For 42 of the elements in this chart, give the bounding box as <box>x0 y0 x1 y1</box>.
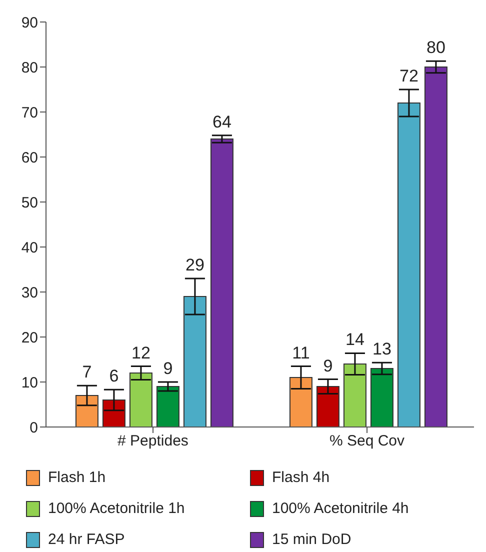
data-label: 12 <box>132 343 150 362</box>
data-label: 11 <box>292 343 310 362</box>
data-label: 29 <box>186 256 204 274</box>
legend-label: 24 hr FASP <box>48 531 125 548</box>
data-label: 9 <box>323 356 333 376</box>
y-tick-label: 80 <box>21 59 38 76</box>
y-tick-label: 70 <box>21 104 38 122</box>
y-tick-label: 0 <box>30 419 38 436</box>
bar <box>183 296 206 427</box>
legend-label: Flash 1h <box>48 469 106 486</box>
data-label: 7 <box>82 362 92 382</box>
bar <box>397 102 420 427</box>
data-label: 6 <box>109 366 119 386</box>
y-tick-label: 40 <box>21 239 38 256</box>
legend-label: 100% Acetonitrile 1h <box>48 500 185 517</box>
y-tick-label: 60 <box>21 149 38 166</box>
x-tick-label: # Peptides <box>118 432 188 450</box>
y-tick-label: 90 <box>21 14 38 32</box>
bar <box>424 66 448 427</box>
data-label: 14 <box>346 330 364 350</box>
legend-label: Flash 4h <box>272 469 330 486</box>
legend-label: 100% Acetonitrile 4h <box>272 500 409 517</box>
data-label: 13 <box>372 340 392 359</box>
bar <box>210 138 234 427</box>
bar <box>289 377 312 427</box>
bar <box>343 364 366 427</box>
data-label: 80 <box>426 38 446 58</box>
data-label: 64 <box>212 112 232 132</box>
legend-label: 15 min DoD <box>272 531 352 548</box>
bar <box>370 368 394 427</box>
bar <box>75 395 98 427</box>
data-label: 72 <box>400 66 418 86</box>
y-tick-label: 20 <box>21 329 38 346</box>
x-tick-label: % Seq Cov <box>329 432 406 450</box>
bar <box>316 386 340 427</box>
bar <box>156 386 180 427</box>
y-tick-label: 30 <box>21 284 38 302</box>
y-tick-label: 10 <box>21 374 38 392</box>
bar <box>102 400 126 427</box>
bar <box>129 372 152 427</box>
y-tick-label: 50 <box>21 194 38 212</box>
data-label: 9 <box>163 359 173 378</box>
